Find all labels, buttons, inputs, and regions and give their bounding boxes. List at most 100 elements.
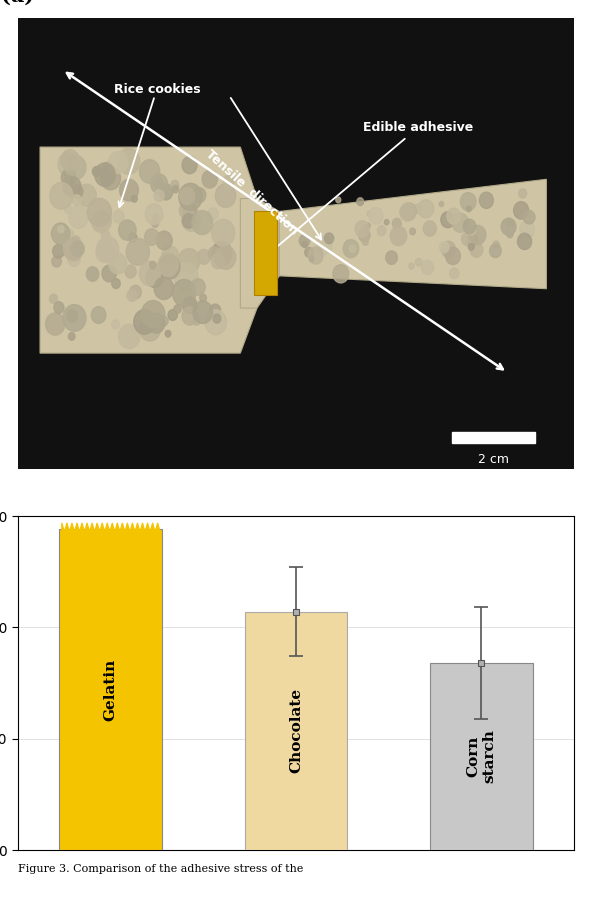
- Circle shape: [461, 193, 476, 211]
- Circle shape: [63, 239, 82, 260]
- Circle shape: [300, 235, 310, 247]
- Circle shape: [50, 183, 73, 209]
- Circle shape: [468, 226, 476, 235]
- Circle shape: [54, 302, 64, 314]
- Circle shape: [95, 211, 111, 230]
- Circle shape: [390, 227, 407, 246]
- Circle shape: [462, 232, 473, 246]
- Circle shape: [87, 198, 111, 226]
- Circle shape: [357, 197, 363, 206]
- Circle shape: [336, 197, 341, 203]
- Circle shape: [64, 175, 70, 182]
- Circle shape: [468, 234, 478, 246]
- Polygon shape: [279, 179, 546, 289]
- Circle shape: [200, 294, 207, 302]
- Circle shape: [53, 244, 65, 258]
- Bar: [430, 663, 533, 850]
- Circle shape: [119, 324, 140, 348]
- Circle shape: [76, 245, 84, 255]
- Circle shape: [449, 268, 459, 279]
- Circle shape: [154, 277, 173, 300]
- Text: Gelatin: Gelatin: [104, 659, 117, 721]
- Circle shape: [154, 190, 164, 202]
- Circle shape: [523, 210, 535, 224]
- Circle shape: [108, 152, 128, 174]
- Circle shape: [63, 304, 86, 331]
- Circle shape: [96, 241, 114, 262]
- Circle shape: [305, 248, 313, 258]
- Circle shape: [446, 248, 461, 264]
- Circle shape: [205, 310, 227, 335]
- Circle shape: [358, 228, 370, 241]
- Circle shape: [316, 236, 332, 255]
- Circle shape: [172, 280, 196, 306]
- Circle shape: [129, 233, 137, 242]
- Circle shape: [507, 219, 514, 227]
- Circle shape: [468, 243, 474, 250]
- Circle shape: [112, 279, 120, 289]
- Circle shape: [469, 226, 486, 244]
- Circle shape: [130, 285, 141, 299]
- Circle shape: [46, 313, 65, 335]
- Circle shape: [109, 253, 127, 274]
- Bar: [452, 431, 535, 443]
- Circle shape: [384, 219, 389, 225]
- Circle shape: [191, 279, 205, 295]
- Circle shape: [519, 189, 527, 198]
- Circle shape: [386, 251, 397, 264]
- Circle shape: [159, 255, 180, 279]
- Circle shape: [86, 267, 99, 282]
- Circle shape: [101, 166, 121, 190]
- Circle shape: [401, 203, 416, 220]
- Circle shape: [392, 218, 401, 228]
- Circle shape: [162, 246, 178, 265]
- Circle shape: [409, 263, 414, 270]
- Circle shape: [61, 169, 75, 186]
- Circle shape: [400, 203, 416, 221]
- Circle shape: [140, 160, 160, 183]
- Circle shape: [125, 265, 136, 278]
- Circle shape: [514, 202, 529, 219]
- Circle shape: [215, 246, 236, 270]
- Circle shape: [134, 310, 155, 335]
- Circle shape: [65, 169, 75, 181]
- Circle shape: [501, 218, 516, 235]
- Circle shape: [77, 185, 96, 207]
- Circle shape: [147, 314, 165, 333]
- Bar: [59, 529, 162, 850]
- Circle shape: [194, 191, 204, 202]
- Polygon shape: [40, 147, 257, 353]
- Circle shape: [193, 187, 206, 203]
- Circle shape: [113, 210, 124, 223]
- Circle shape: [160, 316, 168, 326]
- Circle shape: [355, 220, 369, 237]
- Circle shape: [69, 206, 88, 228]
- Circle shape: [366, 223, 370, 228]
- Text: Edible adhesive: Edible adhesive: [269, 122, 473, 253]
- Circle shape: [91, 306, 106, 324]
- Circle shape: [156, 231, 172, 250]
- Circle shape: [172, 186, 179, 193]
- Circle shape: [174, 262, 198, 290]
- Circle shape: [61, 150, 79, 171]
- Circle shape: [213, 314, 221, 324]
- Circle shape: [102, 162, 113, 175]
- Circle shape: [131, 196, 137, 202]
- Circle shape: [441, 212, 455, 228]
- Circle shape: [158, 253, 178, 276]
- Circle shape: [50, 294, 57, 303]
- Circle shape: [193, 317, 200, 325]
- Circle shape: [150, 174, 168, 194]
- Circle shape: [174, 304, 181, 314]
- Circle shape: [367, 211, 372, 217]
- Circle shape: [67, 251, 81, 266]
- Circle shape: [183, 203, 197, 219]
- Circle shape: [198, 250, 210, 264]
- Circle shape: [153, 213, 159, 220]
- Text: Chocolate: Chocolate: [289, 688, 303, 773]
- Circle shape: [507, 230, 513, 238]
- Circle shape: [464, 219, 476, 234]
- Bar: [245, 611, 347, 850]
- Circle shape: [96, 237, 119, 262]
- Circle shape: [52, 256, 62, 267]
